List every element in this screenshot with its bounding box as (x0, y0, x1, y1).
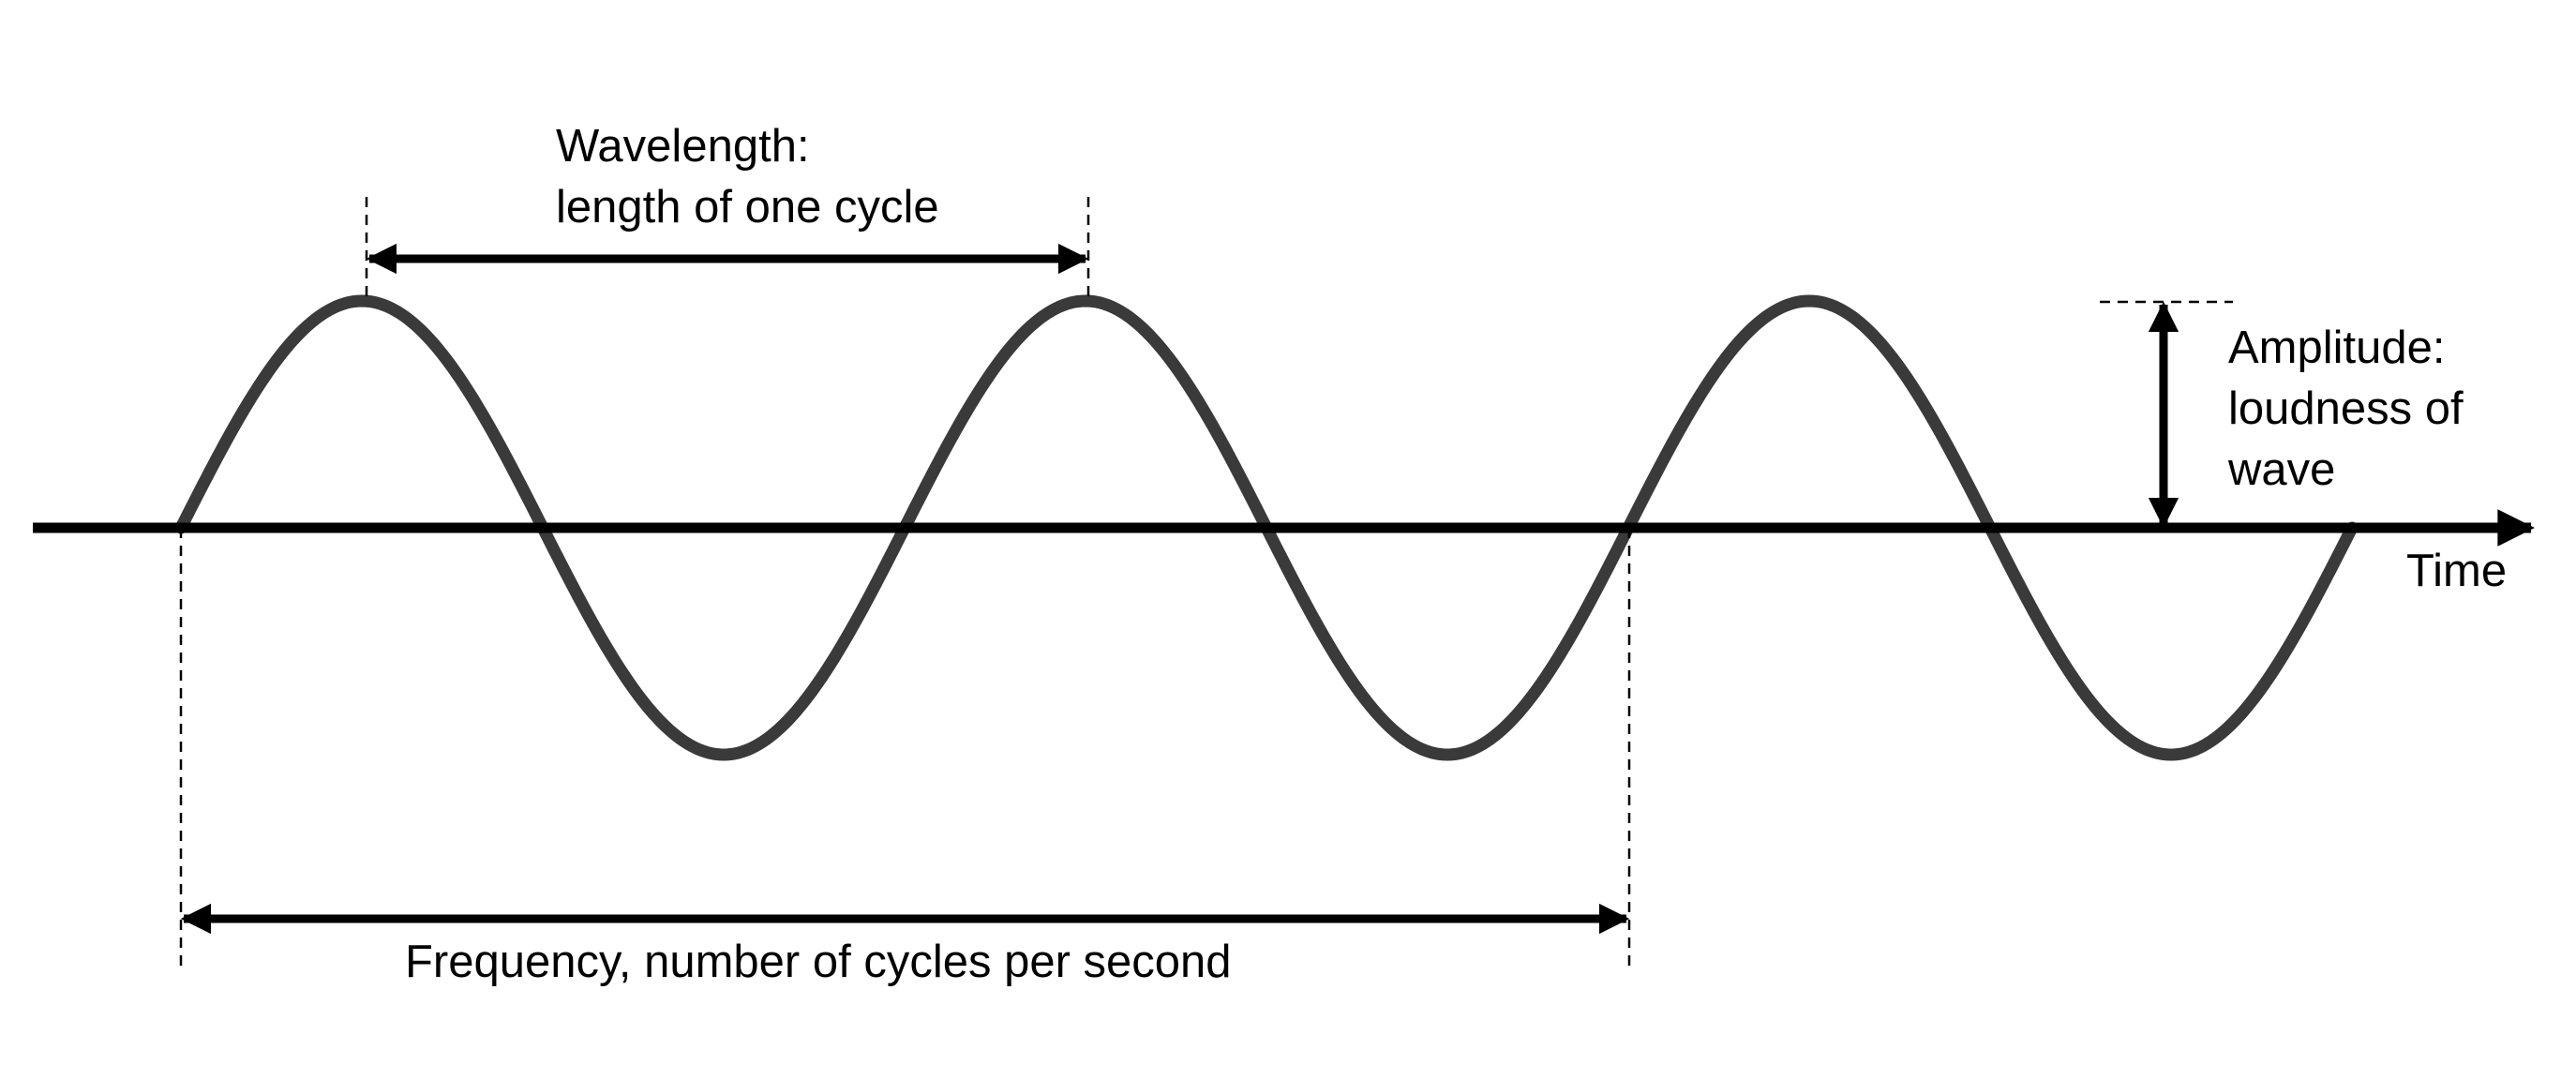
frequency-label: Frequency, number of cycles per second (405, 937, 1232, 987)
amplitude-description-line2: wave (2227, 444, 2335, 495)
amplitude-label: Amplitude: (2228, 322, 2446, 373)
wavelength-description: length of one cycle (556, 182, 939, 232)
amplitude-description-line1: loudness of (2228, 383, 2464, 434)
time-axis-label: Time (2406, 546, 2507, 596)
wavelength-label: Wavelength: (556, 121, 810, 172)
